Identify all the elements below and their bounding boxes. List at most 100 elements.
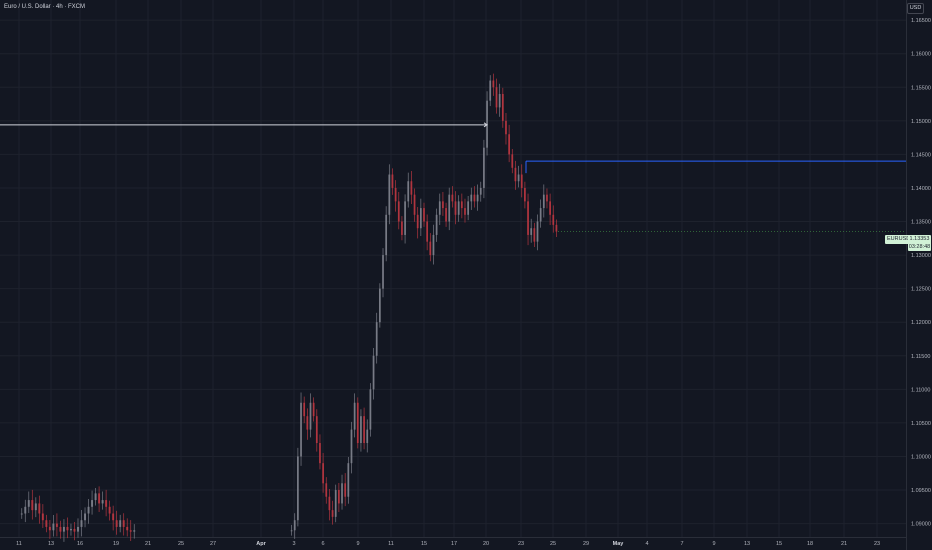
candle-body bbox=[438, 201, 441, 215]
x-tick-label: 18 bbox=[807, 541, 813, 547]
candle-body bbox=[112, 513, 115, 521]
candle-body bbox=[325, 483, 328, 497]
candle-body bbox=[419, 208, 422, 229]
candle-body bbox=[84, 513, 86, 521]
y-tick-label: 1.15500 bbox=[911, 85, 931, 91]
candle-body bbox=[530, 228, 533, 235]
x-tick-label: 13 bbox=[744, 541, 750, 547]
candle-body bbox=[486, 100, 488, 148]
candle-body bbox=[505, 120, 507, 135]
candle-body bbox=[303, 402, 306, 417]
candle-body bbox=[451, 194, 454, 202]
x-tick-label: 16 bbox=[77, 541, 83, 547]
candle-body bbox=[476, 194, 479, 202]
x-tick-label: 17 bbox=[451, 541, 457, 547]
candle-body bbox=[467, 201, 470, 215]
candle-body bbox=[353, 402, 356, 430]
y-tick-label: 1.11000 bbox=[911, 387, 930, 393]
y-tick-label: 1.09000 bbox=[911, 522, 931, 528]
candle-body bbox=[423, 208, 425, 222]
candle-body bbox=[536, 221, 539, 242]
candle-body bbox=[52, 523, 55, 531]
x-tick-label: 21 bbox=[841, 541, 847, 547]
candle-body bbox=[297, 456, 299, 521]
candle-body bbox=[322, 463, 324, 484]
x-tick-label: 27 bbox=[210, 541, 216, 547]
x-tick-label: May bbox=[613, 541, 625, 547]
x-tick-label: 13 bbox=[48, 541, 54, 547]
candle-body bbox=[460, 201, 463, 209]
candle-body bbox=[363, 416, 365, 444]
candle-body bbox=[520, 174, 523, 188]
candle-body bbox=[524, 187, 526, 202]
candle-body bbox=[527, 201, 529, 235]
candle-body bbox=[470, 194, 473, 202]
x-tick-label: 19 bbox=[113, 541, 119, 547]
candle-body bbox=[108, 506, 111, 514]
x-tick-label: 29 bbox=[583, 541, 589, 547]
candle-body bbox=[300, 402, 302, 457]
candle-body bbox=[66, 526, 69, 531]
candle-body bbox=[407, 181, 410, 202]
y-tick-label: 1.13500 bbox=[911, 220, 931, 226]
candle-body bbox=[432, 234, 435, 256]
currency-button[interactable]: USD bbox=[907, 3, 924, 14]
candle-body bbox=[48, 526, 51, 531]
candle-body bbox=[542, 194, 545, 209]
y-tick-label: 1.14000 bbox=[911, 186, 931, 192]
candle-body bbox=[397, 201, 400, 222]
candle-body bbox=[394, 187, 397, 202]
candle-body bbox=[87, 506, 90, 514]
candle-body bbox=[435, 214, 438, 235]
candle-body bbox=[41, 513, 44, 521]
candle-body bbox=[401, 221, 403, 235]
candle-body bbox=[378, 288, 381, 323]
candle-body bbox=[62, 526, 65, 532]
candle-body bbox=[473, 194, 476, 202]
x-tick-label: Apr bbox=[256, 541, 266, 547]
candle-body bbox=[366, 429, 369, 444]
candle-body bbox=[360, 416, 362, 444]
y-tick-label: 1.16500 bbox=[911, 18, 931, 24]
candle-body bbox=[416, 214, 419, 229]
drawings[interactable] bbox=[0, 122, 906, 232]
candle-body bbox=[498, 93, 501, 108]
time-axis[interactable]: 11 13 16 19 21 25 27 Apr 3 6 9 11 15 17 20 23 25 29 May 4 7 9… bbox=[16, 541, 880, 547]
candle-body bbox=[129, 530, 132, 532]
x-tick-label: 15 bbox=[776, 541, 782, 547]
candle-body bbox=[539, 208, 542, 222]
symbol-title[interactable]: Euro / U.S. Dollar · 4h · FXCM bbox=[4, 4, 86, 10]
candle-body bbox=[34, 503, 37, 511]
candle-body bbox=[442, 201, 444, 209]
y-tick-label: 1.10500 bbox=[911, 421, 931, 427]
candle-body bbox=[91, 500, 94, 507]
candle-body bbox=[511, 154, 514, 168]
candle-body bbox=[98, 493, 101, 504]
candle-body bbox=[492, 80, 495, 88]
candle-body bbox=[126, 526, 129, 531]
y-tick-label: 1.13000 bbox=[911, 253, 931, 259]
candle-body bbox=[45, 520, 48, 527]
candle-body bbox=[55, 523, 58, 527]
candle-body bbox=[454, 201, 457, 215]
price-axis[interactable]: 1.16500 1.16000 1.15500 1.15000 1.14500 1.140… bbox=[911, 18, 931, 527]
arrow-head-icon bbox=[483, 122, 488, 128]
candle-body bbox=[375, 322, 378, 356]
candle-body bbox=[77, 526, 79, 532]
y-tick-label: 1.09500 bbox=[911, 488, 931, 494]
candle-body bbox=[388, 174, 391, 215]
candle-body bbox=[328, 496, 331, 511]
bar-countdown: 03:28:48 bbox=[908, 244, 931, 250]
candle-body bbox=[413, 194, 416, 215]
candle-body bbox=[404, 201, 406, 235]
y-tick-label: 1.11500 bbox=[911, 354, 930, 360]
candles bbox=[20, 73, 558, 542]
candle-body bbox=[445, 208, 447, 222]
candle-body bbox=[306, 416, 309, 430]
x-tick-label: 11 bbox=[388, 541, 394, 547]
candle-body bbox=[312, 402, 315, 417]
candle-body bbox=[105, 500, 108, 507]
x-tick-label: 21 bbox=[145, 541, 151, 547]
